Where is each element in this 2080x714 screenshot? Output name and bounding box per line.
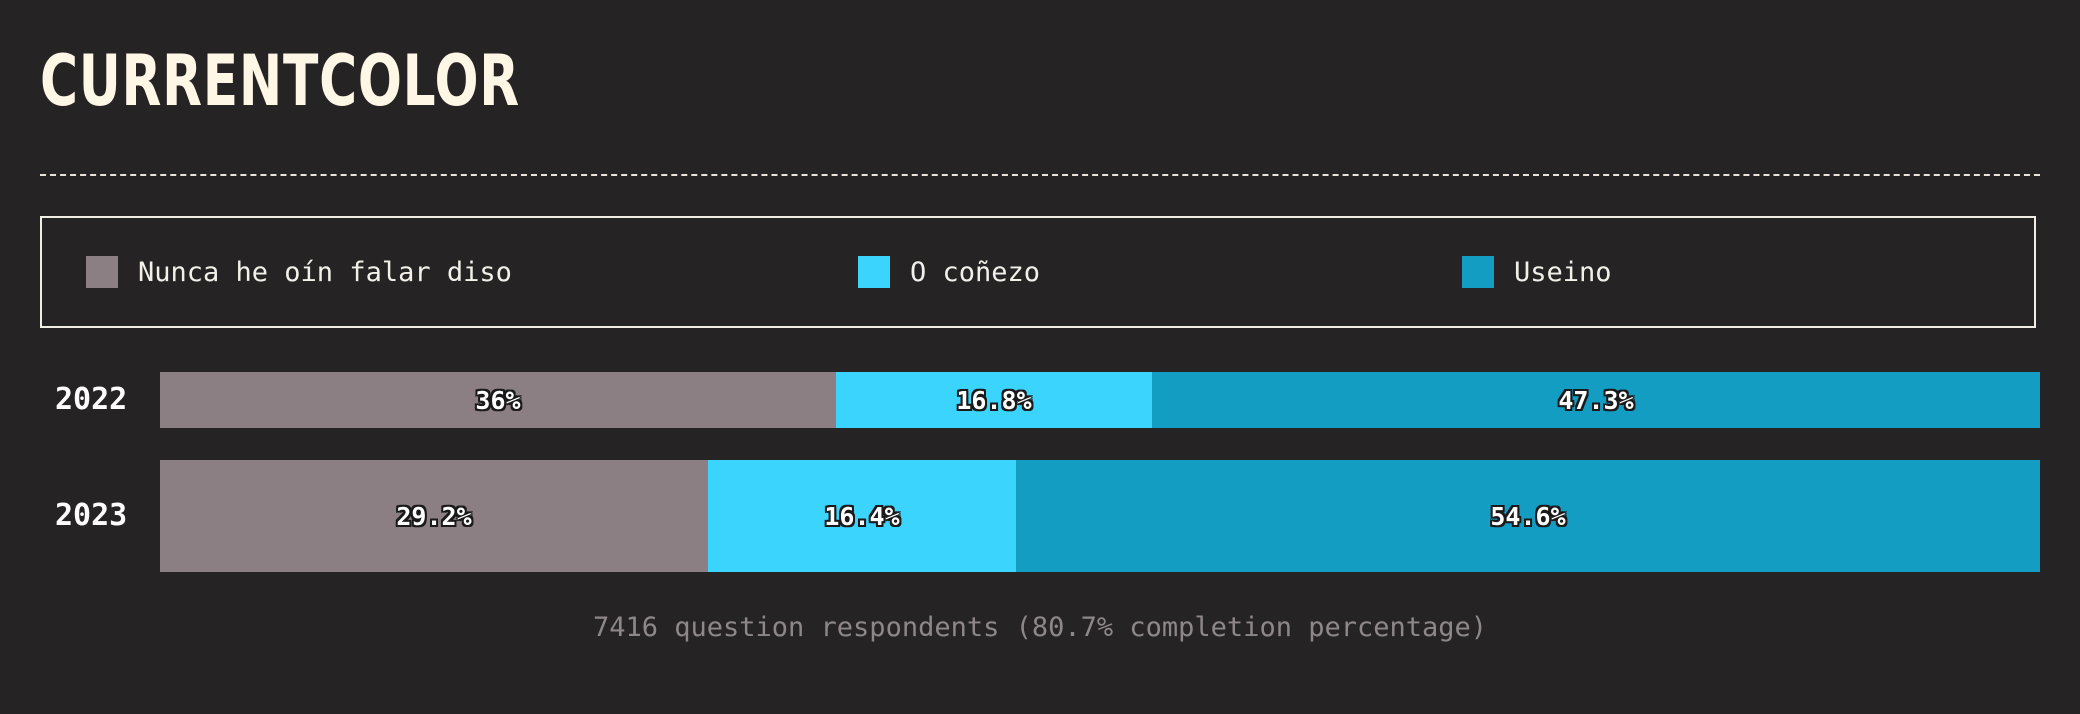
legend-swatch-know-it — [858, 256, 890, 288]
legend: Nunca he oín falar diso O coñezo Useino — [40, 216, 2036, 328]
data-label-never-heard-2023: 29.2% — [396, 501, 472, 531]
legend-item-used-it: Useino — [1462, 218, 1612, 326]
title-divider — [40, 174, 2040, 176]
row-label-2022: 2022 — [55, 382, 128, 417]
data-label-know-it-2022: 16.8% — [956, 385, 1032, 415]
chart-title: CURRENTCOLOR — [40, 40, 520, 122]
data-label-never-heard-2022: 36% — [475, 385, 521, 415]
bar-segment-never-heard-2022: 36% — [160, 372, 836, 428]
bar-segment-never-heard-2023: 29.2% — [160, 460, 708, 572]
legend-swatch-never-heard — [86, 256, 118, 288]
respondents-footnote: 7416 question respondents (80.7% complet… — [592, 612, 1488, 643]
bar-segment-used-it-2022: 47.3% — [1152, 372, 2040, 428]
legend-item-never-heard: Nunca he oín falar diso — [86, 218, 512, 326]
legend-item-know-it: O coñezo — [858, 218, 1040, 326]
row-label-2023: 2023 — [55, 498, 128, 533]
legend-label-never-heard: Nunca he oín falar diso — [138, 256, 512, 288]
legend-label-know-it: O coñezo — [910, 256, 1041, 288]
bar-segment-know-it-2023: 16.4% — [708, 460, 1016, 572]
legend-swatch-used-it — [1462, 256, 1494, 288]
data-label-know-it-2023: 16.4% — [824, 501, 900, 531]
legend-label-used-it: Useino — [1514, 256, 1612, 288]
bar-segment-used-it-2023: 54.6% — [1016, 460, 2040, 572]
bar-row-2022: 36% 16.8% 47.3% — [160, 372, 2040, 428]
bar-row-2023: 29.2% 16.4% 54.6% — [160, 460, 2040, 572]
bar-segment-know-it-2022: 16.8% — [836, 372, 1152, 428]
data-label-used-it-2022: 47.3% — [1558, 385, 1634, 415]
data-label-used-it-2023: 54.6% — [1490, 501, 1566, 531]
